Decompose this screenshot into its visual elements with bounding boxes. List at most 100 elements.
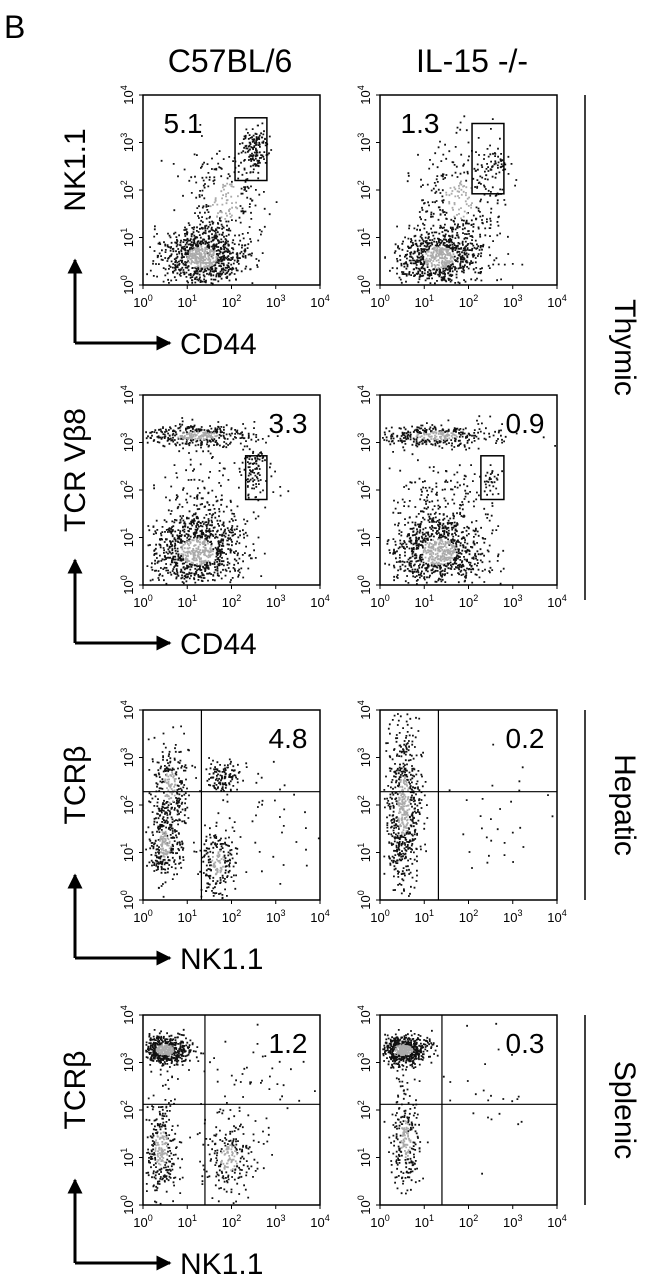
tick-exponent: 3	[280, 593, 285, 603]
tick-label: 102	[119, 1100, 136, 1119]
tick-label: 100	[133, 293, 152, 310]
tick-base: 10	[358, 233, 373, 247]
tick-exponent: 4	[119, 385, 129, 390]
event-dots	[145, 725, 320, 900]
tick-base: 10	[358, 753, 373, 767]
tick-exponent: 1	[356, 228, 366, 233]
tick-exponent: 4	[562, 293, 567, 303]
tick-exponent: 0	[119, 1195, 129, 1200]
tick-base: 10	[358, 705, 373, 719]
tick-label: 103	[503, 293, 522, 310]
tick-label: 104	[356, 85, 373, 104]
tick-base: 10	[358, 438, 373, 452]
tick-base: 10	[459, 595, 473, 610]
percentage: 3.3	[269, 408, 308, 439]
tick-exponent: 1	[429, 908, 434, 918]
column-header: IL-15 -/-	[416, 43, 528, 79]
tick-exponent: 3	[119, 133, 129, 138]
tick-exponent: 1	[356, 843, 366, 848]
tick-exponent: 0	[356, 275, 366, 280]
tick-exponent: 1	[429, 593, 434, 603]
tick-base: 10	[178, 595, 192, 610]
tick-label: 103	[356, 1053, 373, 1072]
tick-label: 103	[356, 433, 373, 452]
percentage: 4.8	[269, 723, 308, 754]
tick-label: 101	[119, 1148, 136, 1167]
tick-label: 101	[415, 908, 434, 925]
tick-exponent: 3	[280, 908, 285, 918]
tick-base: 10	[266, 295, 280, 310]
tick-base: 10	[503, 295, 517, 310]
tick-exponent: 0	[356, 1195, 366, 1200]
tick-exponent: 3	[356, 433, 366, 438]
tick-label: 100	[119, 575, 136, 594]
tick-base: 10	[358, 580, 373, 594]
tick-label: 103	[266, 908, 285, 925]
tick-label: 101	[178, 593, 197, 610]
event-dots-dense	[159, 771, 225, 876]
tick-label: 101	[356, 1148, 373, 1167]
tick-label: 100	[133, 593, 152, 610]
tick-base: 10	[459, 1215, 473, 1230]
tick-label: 103	[266, 1213, 285, 1230]
tick-exponent: 2	[356, 480, 366, 485]
tick-exponent: 3	[517, 593, 522, 603]
tick-base: 10	[178, 1215, 192, 1230]
tick-label: 103	[356, 748, 373, 767]
tick-label: 102	[356, 480, 373, 499]
tick-base: 10	[222, 595, 236, 610]
tick-exponent: 0	[119, 575, 129, 580]
tick-label: 103	[119, 433, 136, 452]
tick-exponent: 1	[429, 1213, 434, 1223]
percentage: 5.1	[164, 108, 203, 139]
tick-base: 10	[133, 295, 147, 310]
tick-label: 102	[459, 293, 478, 310]
tick-exponent: 2	[356, 180, 366, 185]
group-label: Hepatic	[608, 754, 641, 856]
tick-exponent: 0	[356, 890, 366, 895]
x-axis-label: NK1.1	[180, 943, 263, 976]
tick-label: 102	[222, 908, 241, 925]
tick-exponent: 2	[473, 593, 478, 603]
tick-base: 10	[133, 1215, 147, 1230]
tick-base: 10	[310, 595, 324, 610]
tick-label: 100	[356, 275, 373, 294]
tick-base: 10	[121, 800, 136, 814]
event-dots	[383, 713, 554, 897]
tick-label: 102	[119, 795, 136, 814]
tick-label: 104	[310, 908, 329, 925]
tick-base: 10	[121, 1153, 136, 1167]
tick-base: 10	[121, 1010, 136, 1024]
tick-base: 10	[358, 390, 373, 404]
percentage: 1.3	[401, 108, 440, 139]
tick-base: 10	[121, 753, 136, 767]
event-dots-dense	[415, 431, 458, 566]
tick-base: 10	[121, 438, 136, 452]
tick-label: 103	[266, 593, 285, 610]
tick-label: 101	[119, 228, 136, 247]
x-axis-label: NK1.1	[180, 1248, 263, 1280]
tick-label: 101	[415, 593, 434, 610]
tick-base: 10	[133, 595, 147, 610]
tick-exponent: 0	[119, 275, 129, 280]
tick-exponent: 1	[192, 293, 197, 303]
tick-base: 10	[121, 580, 136, 594]
tick-base: 10	[415, 1215, 429, 1230]
tick-label: 104	[547, 293, 566, 310]
tick-exponent: 4	[119, 700, 129, 705]
tick-exponent: 0	[385, 593, 390, 603]
percentage: 0.3	[506, 1028, 545, 1059]
tick-label: 100	[356, 890, 373, 909]
tick-base: 10	[266, 1215, 280, 1230]
percentage: 0.2	[506, 723, 545, 754]
tick-label: 101	[178, 1213, 197, 1230]
tick-base: 10	[547, 295, 561, 310]
tick-exponent: 4	[325, 908, 330, 918]
tick-exponent: 1	[192, 593, 197, 603]
tick-base: 10	[310, 295, 324, 310]
tick-label: 100	[370, 593, 389, 610]
tick-base: 10	[370, 1215, 384, 1230]
tick-base: 10	[358, 1058, 373, 1072]
tick-label: 104	[547, 1213, 566, 1230]
tick-exponent: 4	[562, 593, 567, 603]
